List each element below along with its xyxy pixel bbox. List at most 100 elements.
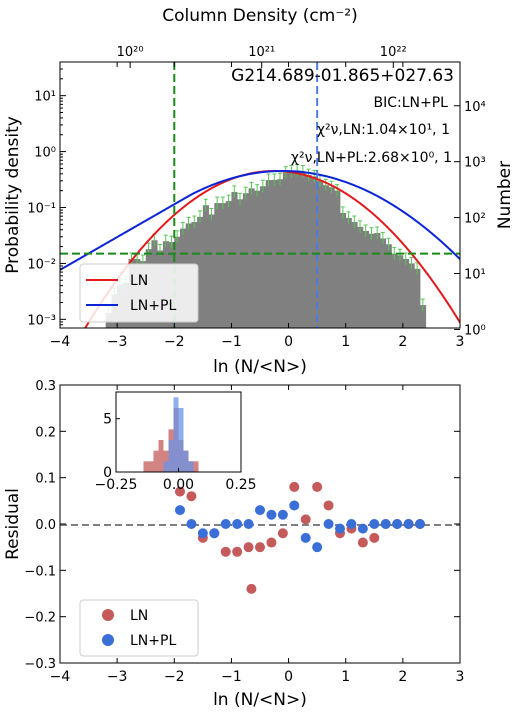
residual-point-ln-pl [243,519,254,529]
bottom-y-tick-label: −0.2 [24,611,56,626]
histogram-bar [225,201,232,328]
histogram-bar [242,193,249,328]
residual-point-ln [255,542,265,553]
y-right-tick-label: 10⁰ [464,323,486,338]
residual-point-ln [277,528,288,539]
bottom-legend-lnpl-label: LN+PL [130,633,176,649]
bottom-xlabel: ln (N/<N>) [213,690,307,710]
residual-point-ln [243,542,254,553]
inset-x-tick-label: 0.25 [225,477,256,493]
y-tick-label: 10⁻² [27,257,56,272]
histogram-bar [305,175,312,328]
inset-bar-ln [153,450,159,472]
histogram-bar [288,171,295,328]
top-axis-ticks: −4 −3 −2 −1 0 1 2 3 10⁻³ 10⁻² 10⁻¹ 10⁰ 10¹ 10⁰ 10¹ 10² 1… [27,45,485,350]
legend-ln-marker [102,609,114,621]
residual-point-ln [266,537,277,548]
top-legend: LN LN+PL [79,263,199,323]
residual-point-ln-pl [346,519,357,529]
top-ylabel: Probability density [3,116,23,274]
bottom-x-tick-label: −4 [50,669,71,685]
top-plot-frame [59,61,461,329]
histogram-bar [317,180,324,328]
inset-x-tick-label: 0.00 [163,477,194,493]
inset-bar-ln-pl [183,450,189,472]
legend-box [79,263,199,323]
residual-point-ln-pl [209,528,220,539]
inset-bar-ln [158,440,164,472]
residual-point-ln-pl [186,519,197,529]
residual-point-ln-pl [197,528,208,539]
histogram-bar [231,191,238,328]
residual-point-ln-pl [392,519,403,529]
histogram-bar [300,171,307,328]
bottom-y-tick-label: 0.0 [35,518,56,533]
right-ylabel: Number [495,161,515,229]
histogram-bar [391,253,398,328]
histogram-bar [345,217,352,328]
x-tick-label: −3 [107,334,128,350]
histogram-bar [385,244,392,328]
histogram-bar [214,203,221,328]
histogram-bar [374,232,381,328]
histogram-bar [294,170,301,328]
histogram-bar [271,180,278,328]
residual-point-ln-pl [312,542,323,553]
y-tick-label: 10⁻¹ [27,202,56,217]
bottom-y-tick-label: 0.3 [35,379,56,394]
bottom-axis-ticks: −4 −3 −2 −1 0 1 2 3 −0.3 −0.2 −0.1 0.0 0.1 0.2 0.3 [24,379,464,685]
inset-bar-ln-pl [163,461,169,472]
bottom-x-tick-label: 3 [456,669,465,685]
histogram-bar [237,199,244,328]
inset-bar-ln-pl [188,461,194,472]
residual-point-ln-pl [403,519,414,529]
top-axis-label: Column Density (cm⁻²) [162,6,358,26]
chi-ln-annotation: χ²ν,LN:1.04×10¹, 1 [317,122,450,138]
chart-title: G214.689-01.865+027.63 [231,66,454,86]
x-tick-label: 0 [284,334,293,350]
x-tick-label: 1 [341,334,350,350]
legend-lnpl-label: LN+PL [130,298,176,314]
bottom-x-tick-label: 0 [284,669,293,685]
histogram-bar [197,216,204,328]
residual-point-ln-pl [277,509,288,520]
histogram-bar [420,305,427,328]
residual-point-ln-pl [289,500,300,511]
residual-point-ln-pl [232,519,243,529]
residual-point-ln-pl [300,532,311,543]
bottom-x-tick-label: −2 [164,669,185,685]
bottom-y-tick-label: −0.3 [24,657,56,672]
x-tick-label: 3 [456,334,465,350]
residual-point-ln [357,537,368,548]
histogram-bar [311,176,318,328]
inset-x-tick-label: −0.25 [95,477,138,493]
histogram-bar [328,187,335,328]
histogram-bar [368,233,375,328]
histogram-bar [397,255,404,328]
residual-point-ln-pl [357,523,368,534]
residual-point-ln [175,486,185,497]
bic-annotation: BIC:LN+PL [374,95,449,111]
residual-point-ln-pl [266,509,277,520]
bottom-y-tick-label: −0.1 [24,564,56,579]
residual-point-ln [186,491,197,502]
top-xlabel: ln (N/<N>) [213,357,307,377]
y-right-tick-label: 10⁴ [464,100,486,115]
residual-point-ln-pl [369,519,380,529]
histogram-bar [260,186,267,328]
residual-points [175,481,425,594]
y-right-tick-label: 10¹ [464,268,486,283]
inset-ticks: −0.25 0.00 0.25 0 5 [95,412,257,493]
legend-lnpl-marker [102,634,114,646]
histogram-bar [202,205,209,328]
histogram-bar [208,214,215,328]
chi-lnpl-annotation: χ²ν,LN+PL:2.68×10⁰, 1 [291,150,452,166]
y-tick-label: 10¹ [34,90,56,105]
inset-y-tick-label: 0 [103,465,112,481]
residual-point-ln [312,481,323,492]
curve-ln-pl [60,169,460,271]
x-tick-label: −1 [221,334,242,350]
histogram-bar [248,188,255,328]
histogram-bar [362,230,369,328]
bottom-x-tick-label: 2 [398,669,407,685]
